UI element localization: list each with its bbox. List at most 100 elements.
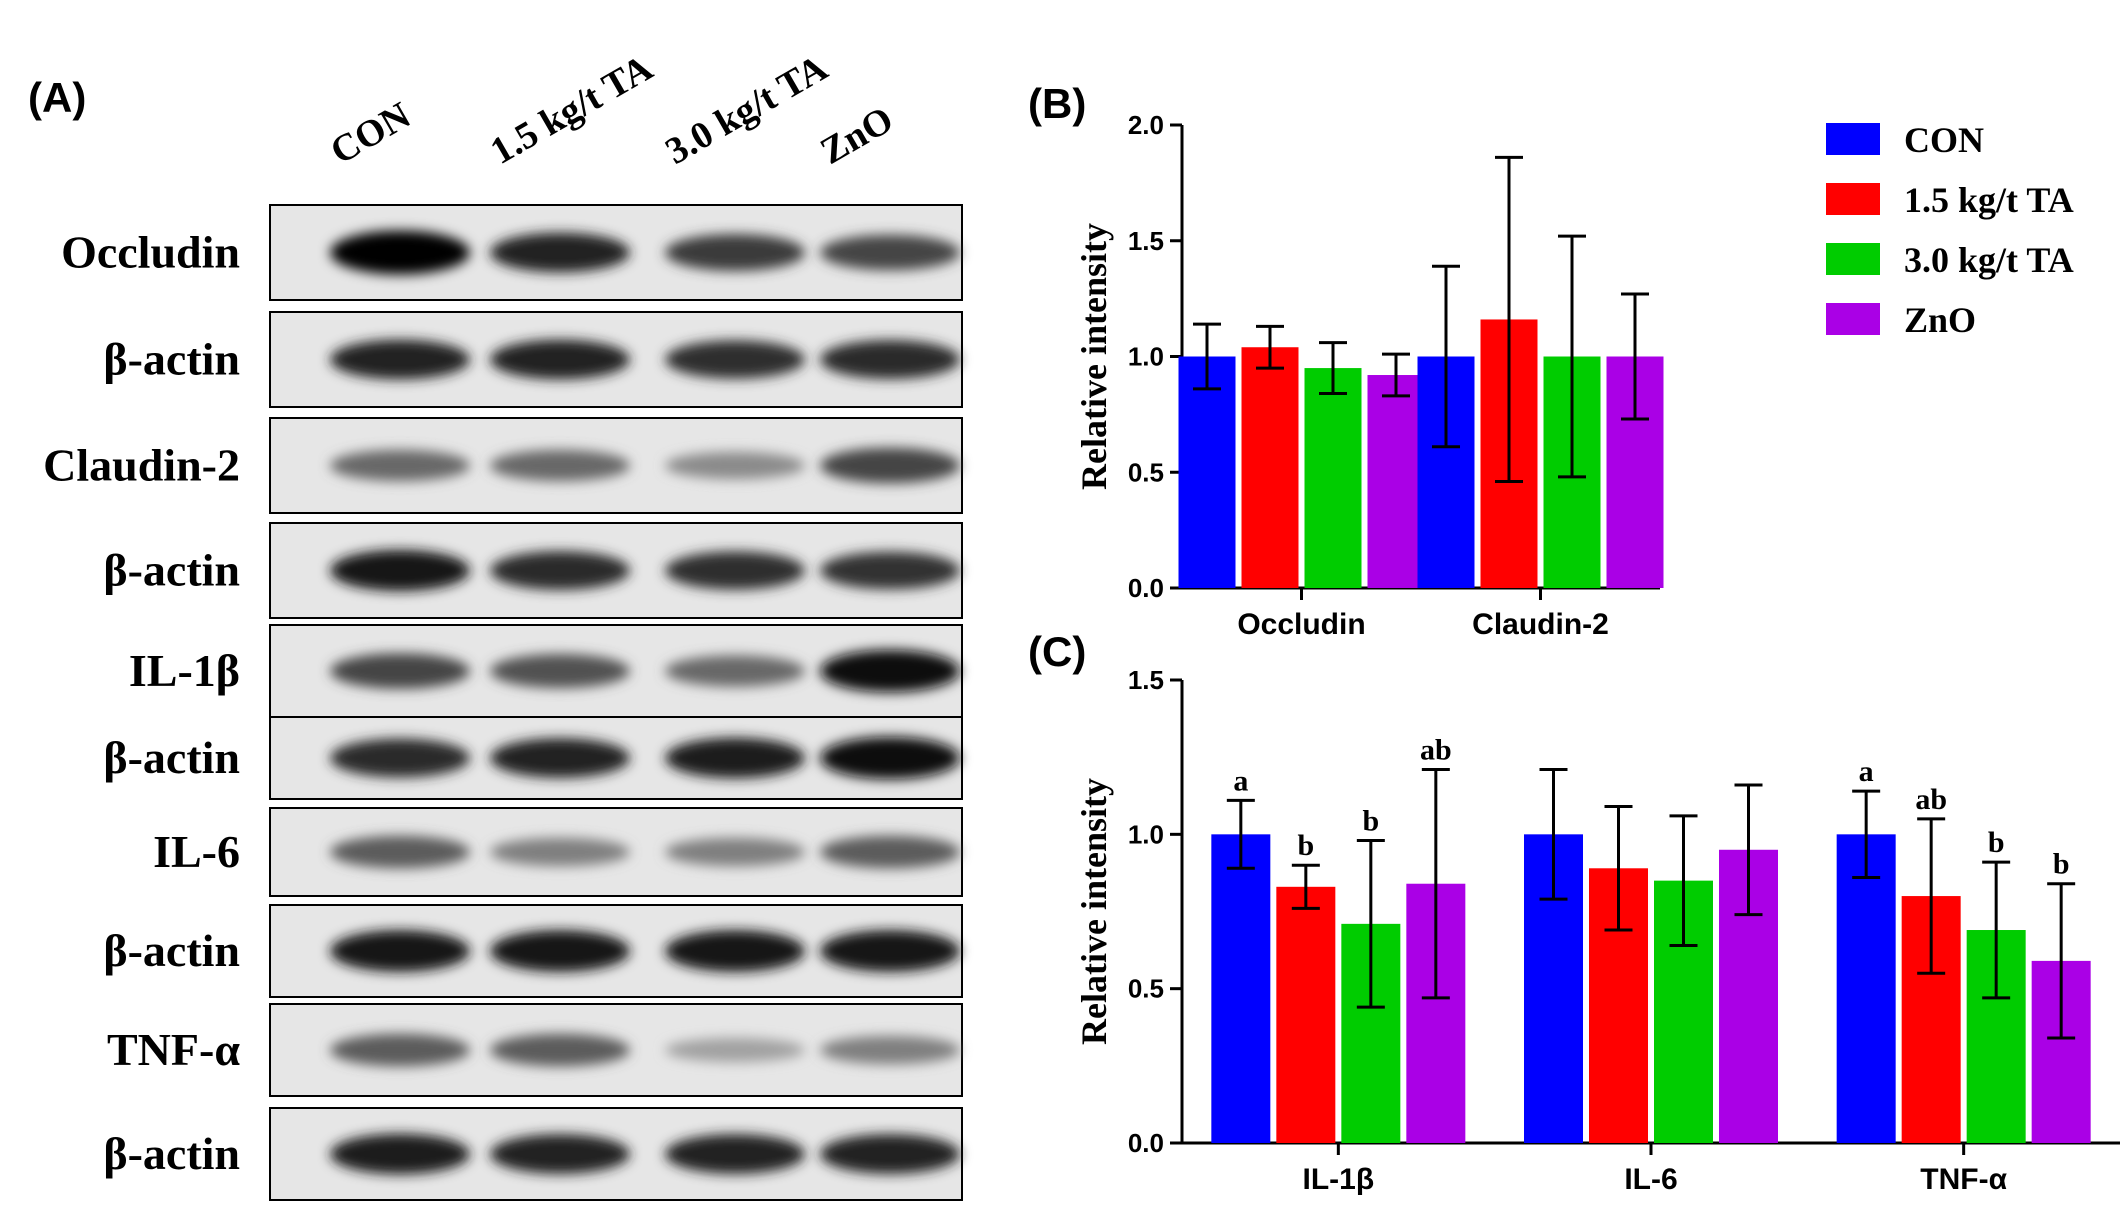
significance-label: a [1233,764,1248,797]
blot-band [665,340,805,379]
blot-band [490,653,630,689]
significance-label: b [1362,805,1379,838]
legend-swatch [1826,303,1880,335]
blot-row-label: IL-1β [129,645,240,696]
blot-band [820,736,960,780]
chart-b: 0.0 0.5 1.0 1.5 2.0 Relative intensity Occludi… [1074,110,1664,641]
lane-label: CON [324,94,418,173]
blot-band [490,738,630,778]
bar [1276,886,1336,1143]
legend-swatch [1826,123,1880,155]
y-tick-label: 0.5 [1128,457,1164,487]
blot-band [820,551,960,590]
blot-row: IL-1β [129,624,963,718]
y-axis-label: Relative intensity [1074,223,1114,490]
blot-band [330,738,470,778]
blot-row-label: Occludin [61,227,240,278]
x-tick-label: Claudin-2 [1472,608,1609,641]
bar [1241,347,1299,588]
blot-band [490,1134,630,1174]
bar [1211,834,1271,1143]
blot-band [820,649,960,693]
legend-label: ZnO [1904,300,1976,340]
panel-a-label: (A) [28,74,86,121]
panel-b-label: (B) [1028,80,1086,127]
significance-label: b [1297,829,1314,862]
x-tick-label: IL-6 [1624,1163,1677,1196]
bar [1367,375,1425,588]
y-tick-label: 2.0 [1128,110,1164,140]
blot-band [820,447,960,484]
blot-band [330,549,470,592]
y-tick-label: 1.5 [1128,226,1164,256]
y-tick-label: 0.0 [1128,573,1164,603]
blot-band [820,234,960,271]
blot-band [490,339,630,380]
blot-row-label: TNF-α [107,1024,240,1075]
y-tick-label: 1.0 [1128,342,1164,372]
x-tick-label: Occludin [1237,608,1365,641]
blot-band [330,930,470,972]
blot-row: IL-6 [153,807,963,897]
blot-row: TNF-α [107,1003,963,1097]
y-tick-label: 0.5 [1128,974,1164,1004]
blot-band [665,930,805,972]
blot-band [330,1033,470,1067]
blot-band [665,655,805,687]
blot-band [665,737,805,779]
significance-label: b [2053,848,2070,881]
y-tick-label: 1.0 [1128,819,1164,849]
blot-panel: Occludin β-actin Claudin-2 β-actin IL-1β β-ac… [43,204,963,1201]
bar [1304,368,1362,588]
blot-band [330,1133,470,1175]
blot-row-label: β-actin [103,732,240,783]
y-tick-label: 0.0 [1128,1128,1164,1158]
blot-band [665,551,805,590]
blot-row: β-actin [103,716,963,800]
blot-band [330,230,470,275]
blot-band [665,837,805,867]
blot-band [820,930,960,972]
blot-row-label: β-actin [103,925,240,976]
bar [1836,834,1896,1143]
y-axis-label: Relative intensity [1074,778,1114,1045]
blot-band [820,835,960,869]
panel-c-label: (C) [1028,628,1086,675]
blot-row: β-actin [103,904,963,998]
blot-row: Claudin-2 [43,417,963,514]
blot-band [820,1134,960,1174]
legend-swatch [1826,183,1880,215]
blot-band [665,451,805,480]
blot-band [330,449,470,482]
blot-row-label: IL-6 [153,826,240,877]
legend-label: 1.5 kg/t TA [1904,180,2074,220]
blot-band [665,1037,805,1063]
blot-row-label: β-actin [103,545,240,596]
legend-swatch [1826,243,1880,275]
blot-row-label: Claudin-2 [43,440,240,491]
x-tick-label: TNF-α [1920,1163,2007,1196]
blot-row: β-actin [103,522,963,619]
blot-band [330,339,470,380]
blot-band [665,234,805,271]
lane-label: 3.0 kg/t TA [659,47,836,173]
blot-band [490,1033,630,1067]
blot-band [665,1134,805,1174]
blot-row-label: β-actin [103,334,240,385]
y-tick-label: 1.5 [1128,665,1164,695]
blot-band [330,835,470,869]
blot-row: β-actin [103,1107,963,1201]
blot-band [490,232,630,273]
significance-label: b [1988,826,2005,859]
blot-row: Occludin [61,204,963,301]
legend-label: CON [1904,120,1984,160]
blot-row: β-actin [103,311,963,408]
lane-label: ZnO [814,98,901,172]
significance-label: ab [1420,734,1452,767]
blot-band [820,340,960,379]
bar [1178,356,1236,588]
lane-label: 1.5 kg/t TA [484,47,661,173]
